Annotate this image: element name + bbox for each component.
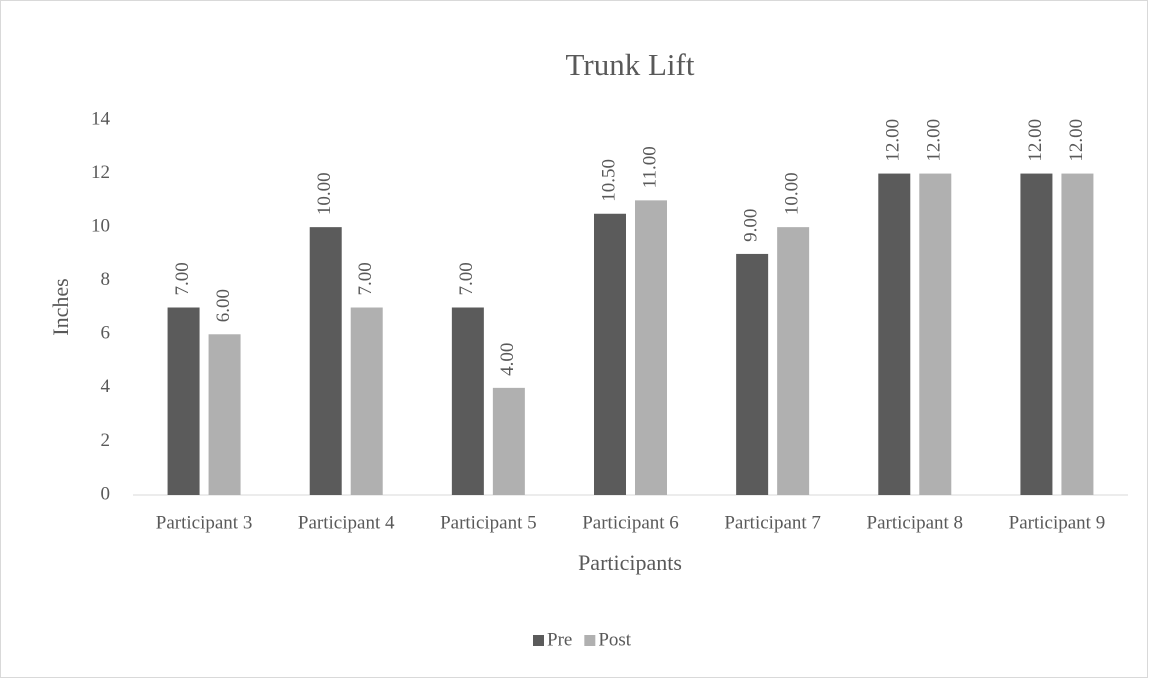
data-label: 4.00 (497, 343, 518, 376)
data-label: 10.50 (598, 159, 619, 202)
y-tick-label: 8 (101, 269, 111, 290)
bar (777, 227, 810, 495)
x-tick-label: Participant 5 (440, 512, 537, 533)
bar (635, 200, 667, 495)
y-tick-label: 12 (91, 162, 110, 183)
bar (594, 213, 626, 495)
bar (208, 334, 241, 495)
bar (736, 253, 769, 495)
data-label: 9.00 (741, 209, 762, 242)
x-axis-title: Participants (578, 550, 682, 575)
y-tick-label: 14 (91, 108, 111, 129)
x-tick-label: Participant 8 (867, 512, 964, 533)
data-label: 6.00 (213, 289, 234, 322)
y-tick-label: 0 (101, 483, 111, 504)
legend-label: Pre (547, 629, 572, 650)
data-label: 12.00 (883, 119, 904, 162)
bar (451, 307, 484, 495)
legend-label: Post (598, 629, 631, 650)
data-label: 11.00 (639, 146, 660, 188)
x-tick-label: Participant 9 (1009, 512, 1106, 533)
x-tick-label: Participant 3 (156, 512, 253, 533)
chart-title: Trunk Lift (566, 47, 695, 82)
y-tick-label: 4 (101, 376, 111, 397)
data-label: 10.00 (782, 172, 803, 215)
bar (167, 307, 200, 495)
y-tick-label: 6 (101, 323, 111, 344)
y-axis-title: Inches (48, 278, 73, 335)
data-label: 12.00 (1066, 119, 1087, 162)
legend-swatch (584, 635, 596, 646)
data-label: 7.00 (172, 262, 193, 295)
y-tick-label: 2 (101, 430, 111, 451)
bar (492, 387, 525, 495)
bar (309, 227, 342, 495)
x-tick-label: Participant 6 (582, 512, 679, 533)
bar (878, 173, 911, 496)
data-label: 10.00 (314, 172, 335, 215)
data-label: 7.00 (355, 262, 376, 295)
x-tick-label: Participant 7 (724, 512, 821, 533)
bar (1061, 173, 1094, 496)
x-tick-label: Participant 4 (298, 512, 395, 533)
y-tick-label: 10 (91, 216, 110, 237)
bar (1020, 173, 1053, 496)
legend-swatch (533, 635, 544, 646)
data-label: 7.00 (456, 262, 477, 295)
data-label: 12.00 (924, 119, 945, 162)
bar (350, 307, 383, 495)
bar (919, 173, 952, 496)
data-label: 12.00 (1025, 119, 1046, 162)
